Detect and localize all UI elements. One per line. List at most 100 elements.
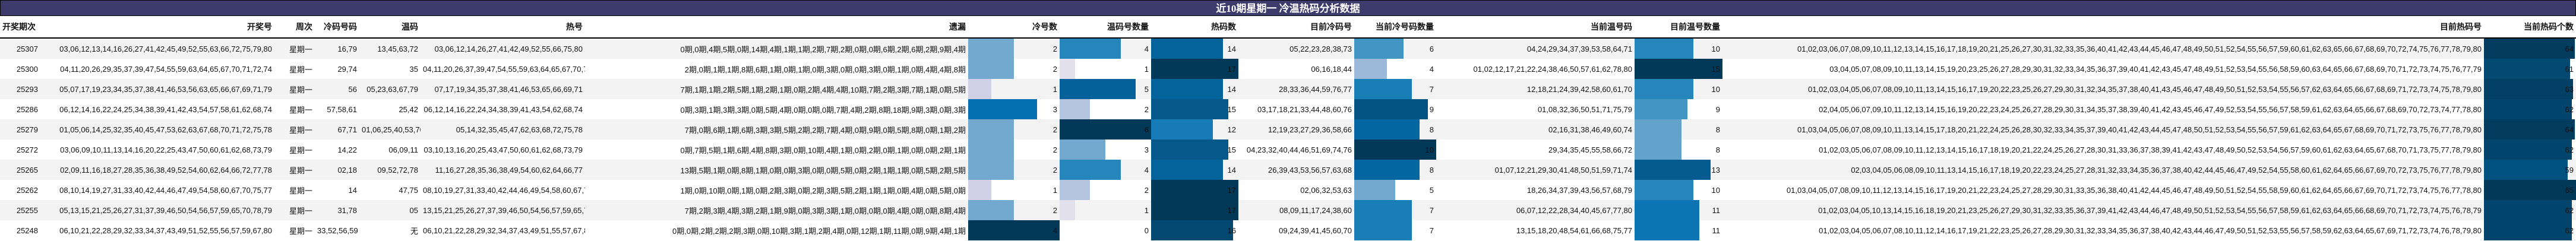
cell-weekday: 星期一 — [274, 180, 315, 200]
cell-cold-count: 2 — [968, 119, 1060, 139]
table-row[interactable]: 25300 04,11,20,26,29,35,37,39,47,54,55,59… — [0, 59, 2576, 79]
current-cold-count-value: 5 — [1429, 185, 1434, 195]
cell-numbers: 06,12,14,16,22,24,25,34,38,39,41,42,43,5… — [40, 99, 274, 119]
cell-numbers: 06,10,21,22,28,29,32,33,34,37,43,49,51,5… — [40, 220, 274, 240]
column-header-cold[interactable]: 冷码号码 — [315, 16, 359, 39]
cell-current-hot-count: 63 — [2484, 79, 2576, 99]
column-header-hot-count[interactable]: 热码数 — [1151, 16, 1238, 39]
warm-count-bar — [1060, 139, 1105, 160]
hot-count-value: 17 — [1227, 205, 1236, 215]
cell-cold-count: 3 — [968, 99, 1060, 119]
current-warm-count-value: 9 — [1715, 104, 1720, 114]
warm-count-value: 4 — [1144, 44, 1149, 53]
warm-count-bar — [1060, 39, 1121, 59]
current-cold-count-bar — [1354, 180, 1395, 200]
current-cold-count-bar — [1354, 59, 1387, 79]
table-row[interactable]: 25286 06,12,14,16,22,24,25,34,38,39,41,42… — [0, 99, 2576, 119]
cell-current-warm-count: 10 — [1635, 79, 1722, 99]
column-header-current-hot[interactable]: 目前热码号 — [1722, 16, 2484, 39]
cell-current-cold-count: 4 — [1354, 59, 1436, 79]
warm-count-value: 6 — [1144, 125, 1149, 134]
cell-hot: 05,14,32,35,45,47,62,63,68,72,75,78 — [421, 119, 585, 139]
warm-count-bar — [1060, 180, 1091, 200]
column-header-hot[interactable]: 热号 — [421, 16, 585, 39]
column-header-cold-count[interactable]: 冷号数 — [968, 16, 1060, 39]
cell-hot: 03,10,13,16,20,25,43,47,50,60,61,62,68,7… — [421, 139, 585, 160]
cell-warm-count: 1 — [1060, 59, 1151, 79]
current-hot-count-value: 62 — [2565, 104, 2574, 114]
cell-current-cold: 04,23,32,40,44,46,51,69,74,76 — [1238, 139, 1354, 160]
cell-warm-count: 2 — [1060, 180, 1151, 200]
cell-current-hot-count: 59 — [2484, 160, 2576, 180]
cell-omission: 7期,2期,3期,4期,3期,2期,1期,9期,0期,3期,3期,1期,0期,0… — [585, 200, 968, 220]
current-cold-count-value: 8 — [1429, 125, 1434, 134]
cell-current-hot-count: 62 — [2484, 139, 2576, 160]
current-warm-count-bar — [1635, 99, 1687, 119]
cell-current-hot: 01,02,03,04,05,10,13,14,15,16,18,19,20,2… — [1722, 200, 2484, 220]
cell-period: 25265 — [0, 160, 40, 180]
cold-count-bar — [968, 119, 1014, 139]
current-hot-count-bar — [2484, 160, 2568, 180]
table-row[interactable]: 25293 05,07,17,19,23,34,35,37,38,41,46,53… — [0, 79, 2576, 99]
warm-count-value: 2 — [1144, 104, 1149, 114]
cell-current-warm: 04,24,29,34,37,39,53,58,64,71 — [1436, 38, 1635, 59]
cell-warm-count: 3 — [1060, 139, 1151, 160]
current-cold-count-value: 4 — [1429, 64, 1434, 74]
column-header-current-warm-count[interactable]: 目前温号数量 — [1635, 16, 1722, 39]
cell-current-cold: 06,16,18,44 — [1238, 59, 1354, 79]
cell-numbers: 04,11,20,26,29,35,37,39,47,54,55,59,63,6… — [40, 59, 274, 79]
warm-count-value: 1 — [1144, 64, 1149, 74]
current-cold-count-value: 7 — [1429, 205, 1434, 215]
table-row[interactable]: 25255 05,13,15,21,25,26,27,31,37,39,46,50… — [0, 200, 2576, 220]
cell-current-cold-count: 8 — [1354, 119, 1436, 139]
column-header-current-warm[interactable]: 当前温号码 — [1436, 16, 1635, 39]
column-header-warm[interactable]: 温码 — [359, 16, 421, 39]
cell-current-cold-count: 7 — [1354, 79, 1436, 99]
cold-count-bar — [968, 99, 1037, 119]
cell-current-warm: 06,07,12,22,28,34,40,45,67,77,80 — [1436, 200, 1635, 220]
current-warm-count-bar — [1635, 180, 1693, 200]
current-warm-count-value: 11 — [1712, 205, 1721, 215]
current-hot-count-value: 61 — [2565, 64, 2574, 74]
cell-hot: 11,16,27,28,35,36,38,49,54,60,62,64,66,7… — [421, 160, 585, 180]
cell-period: 25293 — [0, 79, 40, 99]
cold-count-bar — [968, 200, 1014, 220]
cell-omission: 7期,0期,6期,1期,6期,3期,3期,5期,2期,2期,7期,4期,0期,9… — [585, 119, 968, 139]
cell-warm-count: 5 — [1060, 79, 1151, 99]
cell-cold-count: 2 — [968, 160, 1060, 180]
column-header-omission[interactable]: 遗漏 — [585, 16, 968, 39]
cold-count-bar — [968, 180, 991, 200]
table-row[interactable]: 25279 01,05,06,14,25,32,35,40,45,47,53,62… — [0, 119, 2576, 139]
cell-cold: 67,71 — [315, 119, 359, 139]
column-header-current-cold-count[interactable]: 当前冷号码数量 — [1354, 16, 1436, 39]
cell-cold-count: 1 — [968, 180, 1060, 200]
current-warm-count-bar — [1635, 59, 1722, 79]
table-row[interactable]: 25248 06,10,21,22,28,29,32,33,34,37,43,49… — [0, 220, 2576, 240]
cell-period: 25255 — [0, 200, 40, 220]
cell-current-warm-count: 15 — [1635, 59, 1722, 79]
cell-current-hot: 01,02,03,06,07,08,09,10,11,12,13,14,15,1… — [1722, 38, 2484, 59]
cell-weekday: 星期一 — [274, 119, 315, 139]
column-header-warm-count[interactable]: 温码号数量 — [1060, 16, 1151, 39]
warm-count-value: 1 — [1144, 205, 1149, 215]
table-row[interactable]: 25307 03,06,12,13,14,16,26,27,41,42,45,49… — [0, 38, 2576, 59]
cell-current-cold: 02,06,32,53,63 — [1238, 180, 1354, 200]
table-row[interactable]: 25265 02,09,11,16,18,27,28,35,36,38,49,52… — [0, 160, 2576, 180]
cell-current-hot-count: 64 — [2484, 119, 2576, 139]
table-row[interactable]: 25262 08,10,14,19,27,31,33,40,42,44,46,47… — [0, 180, 2576, 200]
column-header-period[interactable]: 开奖期次 — [0, 16, 40, 39]
current-cold-count-bar — [1354, 220, 1412, 240]
column-header-numbers[interactable]: 开奖号 — [40, 16, 274, 39]
current-hot-count-bar — [2484, 79, 2574, 99]
hot-count-bar — [1151, 39, 1224, 59]
warm-count-value: 4 — [1144, 165, 1149, 175]
cell-current-warm: 13,15,18,20,48,54,61,66,68,75,77 — [1436, 220, 1635, 240]
table-row[interactable]: 25272 03,06,09,10,11,13,14,16,20,22,25,43… — [0, 139, 2576, 160]
cell-warm: 13,45,63,72 — [359, 38, 421, 59]
column-header-current-hot-count[interactable]: 当前热码个数 — [2484, 16, 2576, 39]
column-header-current-cold[interactable]: 目前冷码号 — [1238, 16, 1354, 39]
cell-cold-count: 2 — [968, 38, 1060, 59]
cell-current-warm-count: 9 — [1635, 99, 1722, 119]
cell-hot: 06,10,21,22,28,29,32,34,37,43,49,51,55,5… — [421, 220, 593, 240]
column-header-weekday[interactable]: 周次 — [274, 16, 315, 39]
